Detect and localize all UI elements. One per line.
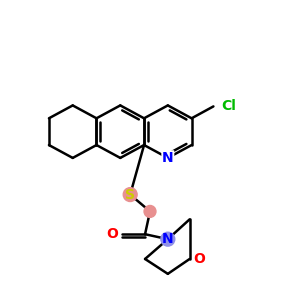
Text: O: O <box>106 227 118 241</box>
Text: O: O <box>194 252 206 266</box>
Circle shape <box>161 232 175 246</box>
Text: N: N <box>162 151 174 165</box>
Circle shape <box>123 188 137 202</box>
Circle shape <box>144 206 156 218</box>
Text: N: N <box>162 232 174 246</box>
Text: Cl: Cl <box>221 99 236 113</box>
Text: S: S <box>125 188 135 202</box>
